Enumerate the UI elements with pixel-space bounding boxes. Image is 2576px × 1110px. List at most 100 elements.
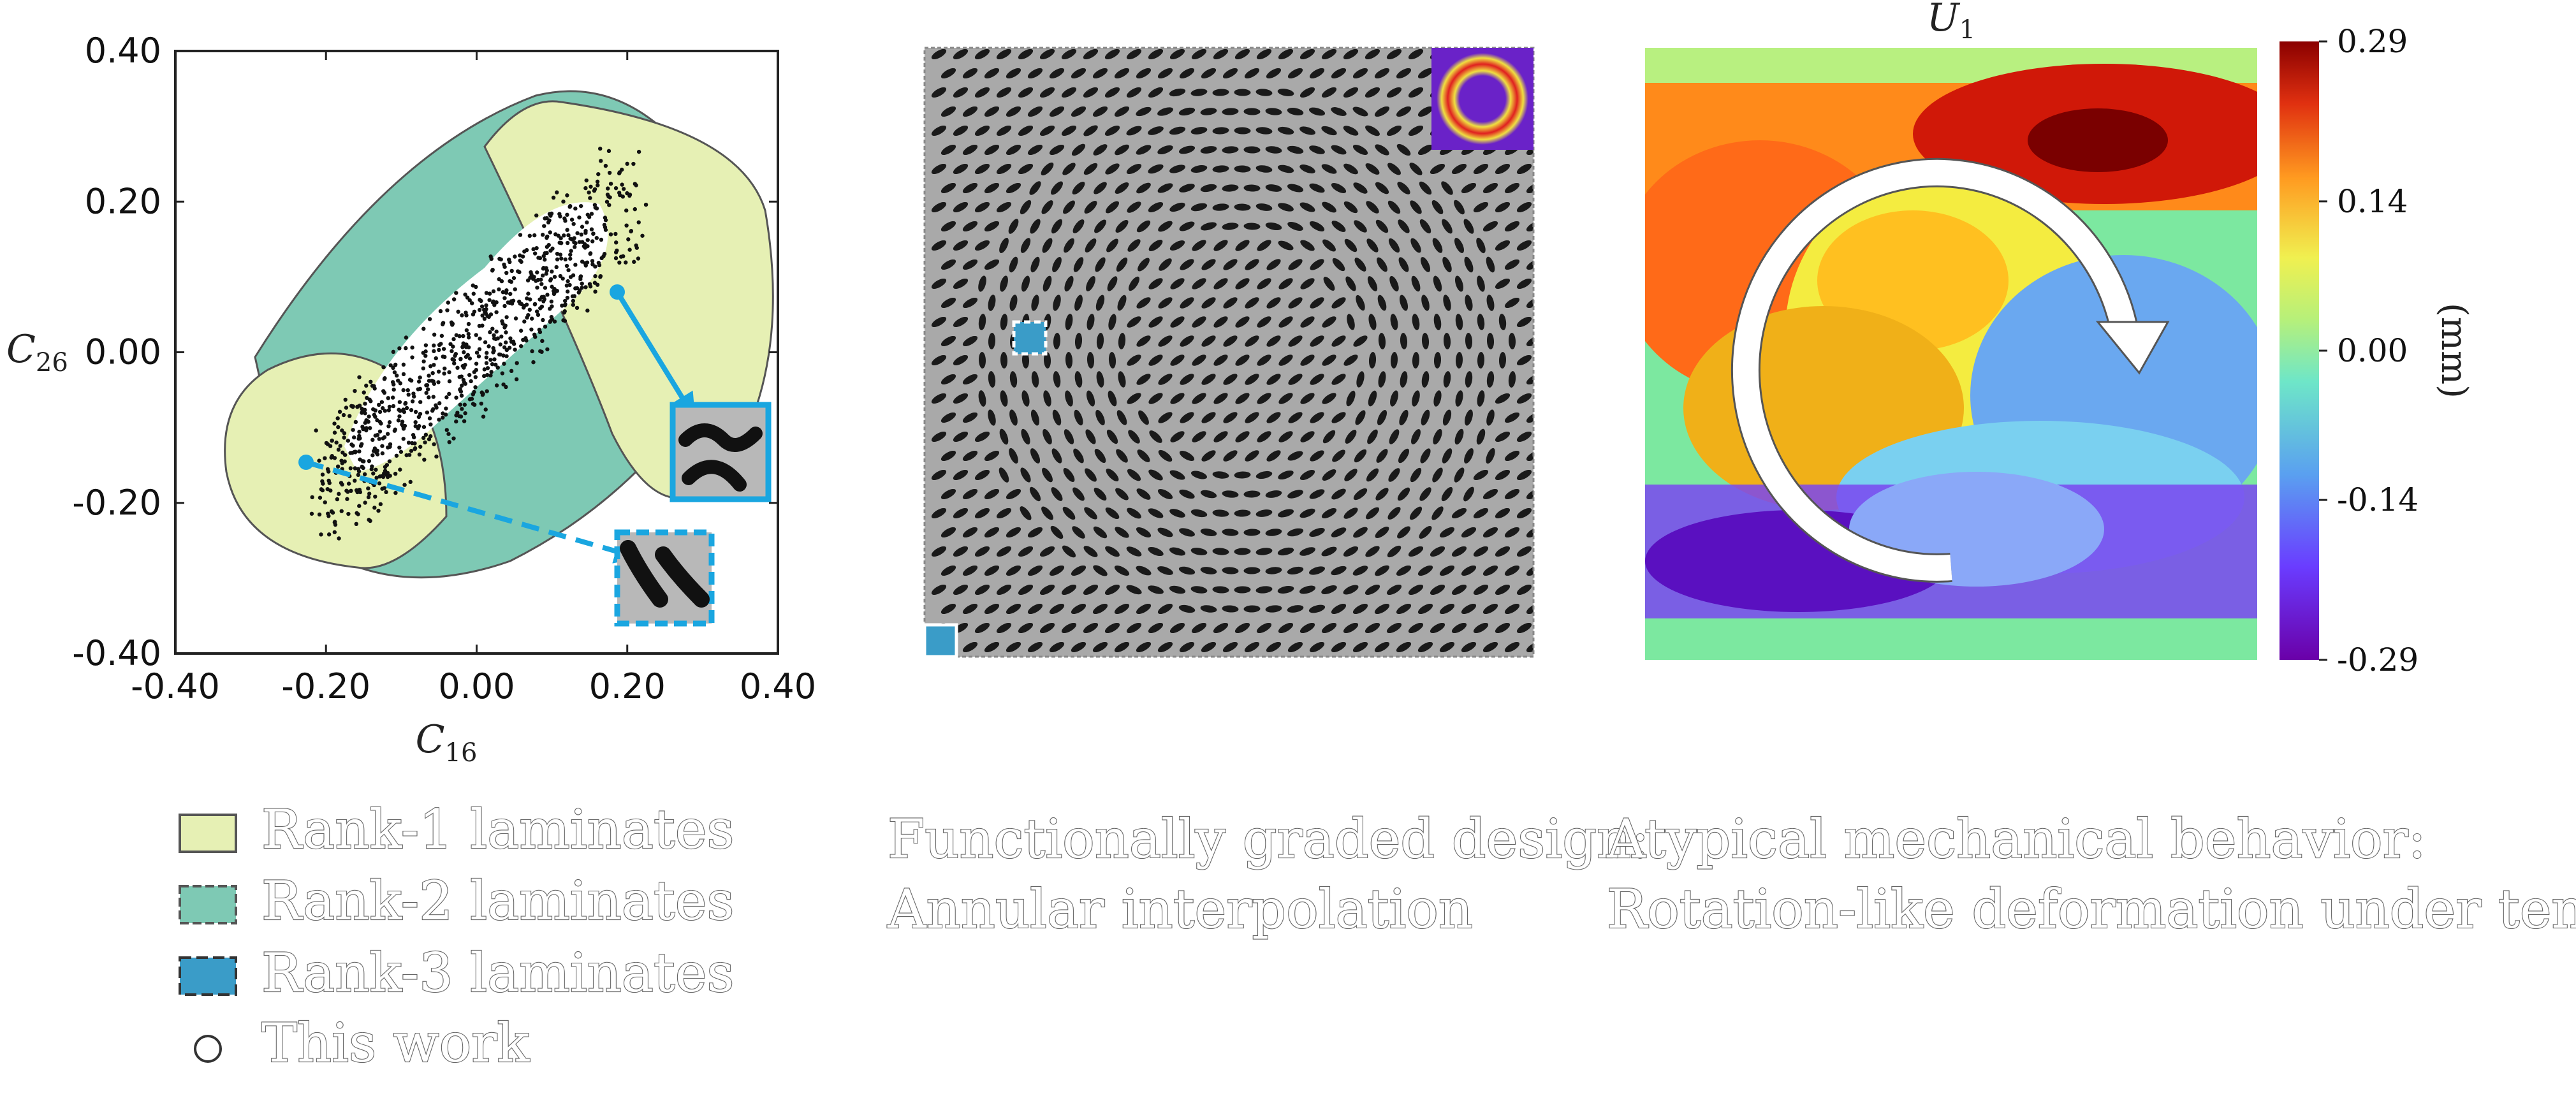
y-tick-label: 0.20 — [85, 181, 161, 221]
this-work-point — [548, 230, 552, 235]
this-work-point — [527, 307, 532, 312]
pattern-grain — [1287, 528, 1304, 537]
pattern-grain — [1083, 622, 1099, 634]
this-work-point — [407, 377, 413, 382]
pattern-grain — [931, 163, 947, 175]
this-work-point — [552, 286, 557, 291]
pattern-grain — [1442, 448, 1453, 464]
this-work-point — [340, 461, 344, 465]
pattern-grain — [1439, 565, 1455, 576]
this-work-point — [614, 240, 618, 245]
inset-cell-solid — [670, 402, 772, 502]
this-work-point — [454, 395, 458, 400]
this-work-point — [392, 382, 396, 387]
pattern-grain — [1266, 450, 1281, 462]
pattern-grain — [1222, 108, 1239, 115]
this-work-point — [445, 308, 450, 312]
pattern-grain — [1408, 546, 1424, 557]
pattern-grain — [1114, 565, 1130, 576]
pattern-grain — [1148, 278, 1163, 289]
pattern-grain — [1136, 68, 1152, 79]
pattern-grain — [1192, 278, 1206, 289]
pattern-grain — [1397, 487, 1410, 501]
this-work-point — [332, 520, 337, 524]
annular-map-inset — [1431, 48, 1533, 150]
pattern-grain — [974, 240, 990, 251]
pattern-grain — [1222, 184, 1239, 192]
inset-cell-dashed — [614, 529, 715, 627]
pattern-grain — [1158, 374, 1173, 385]
this-work-point — [494, 383, 499, 388]
pattern-grain — [1094, 219, 1106, 233]
this-work-point — [520, 254, 525, 259]
this-work-point — [380, 451, 385, 456]
pattern-grain — [962, 641, 978, 653]
pattern-grain — [1508, 371, 1516, 388]
this-work-point — [487, 298, 492, 302]
pattern-grain — [1006, 641, 1021, 653]
this-work-point — [502, 345, 507, 349]
pattern-grain — [1299, 585, 1316, 594]
this-work-point — [534, 213, 539, 218]
pattern-grain — [1365, 48, 1380, 60]
pattern-grain — [1169, 622, 1185, 634]
pattern-grain — [1278, 354, 1293, 366]
this-work-point — [485, 372, 490, 377]
this-work-point — [467, 298, 472, 303]
pattern-grain — [1309, 566, 1325, 575]
pattern-grain — [1071, 143, 1086, 156]
pattern-grain — [1288, 297, 1303, 309]
pattern-grain — [1245, 374, 1259, 385]
pattern-grain — [1322, 393, 1336, 404]
pattern-grain — [1190, 127, 1208, 135]
this-work-point — [466, 335, 471, 340]
pattern-grain — [1288, 259, 1303, 270]
pattern-grain — [1170, 431, 1185, 442]
this-work-point — [413, 447, 417, 451]
pattern-grain — [1071, 106, 1087, 117]
pattern-grain — [1106, 201, 1119, 214]
pattern-grain — [1244, 641, 1260, 653]
this-work-point — [545, 251, 549, 256]
pattern-grain — [1390, 314, 1398, 330]
pattern-grain — [1482, 182, 1498, 194]
this-work-point — [534, 245, 539, 251]
pattern-panel — [923, 47, 1535, 659]
this-work-point — [381, 474, 386, 479]
x-tick-label: 0.00 — [438, 666, 515, 706]
pattern-grain — [1366, 468, 1379, 482]
this-work-point — [536, 256, 541, 260]
this-work-point — [519, 259, 523, 264]
pattern-grain — [1212, 471, 1229, 479]
pattern-grain — [1321, 622, 1337, 634]
pattern-grain — [1018, 48, 1034, 60]
pattern-grain — [974, 87, 990, 98]
this-work-point — [540, 233, 545, 237]
pattern-grain — [1021, 390, 1030, 407]
pattern-grain — [1352, 566, 1368, 576]
pattern-grain — [1071, 603, 1087, 615]
pattern-grain — [1030, 409, 1040, 426]
this-work-point — [494, 337, 498, 341]
pattern-grain — [1043, 428, 1052, 445]
this-work-point — [385, 471, 390, 476]
this-work-point — [483, 407, 488, 412]
this-work-point — [525, 296, 529, 301]
this-work-point — [346, 490, 350, 494]
this-work-point — [318, 495, 323, 500]
pattern-grain — [1473, 201, 1489, 213]
this-work-point — [467, 356, 472, 361]
this-work-point — [453, 353, 457, 358]
this-work-point — [353, 420, 358, 425]
pattern-grain — [953, 469, 969, 481]
pattern-grain — [1157, 145, 1173, 155]
this-work-point — [608, 181, 613, 186]
this-work-point — [432, 343, 436, 348]
pattern-grain — [1039, 546, 1055, 557]
pattern-grain — [1374, 68, 1390, 79]
pattern-grain — [1000, 314, 1008, 330]
this-work-point — [474, 284, 478, 289]
this-work-point — [500, 371, 505, 376]
pattern-grain — [962, 374, 978, 385]
this-work-point — [551, 195, 556, 200]
